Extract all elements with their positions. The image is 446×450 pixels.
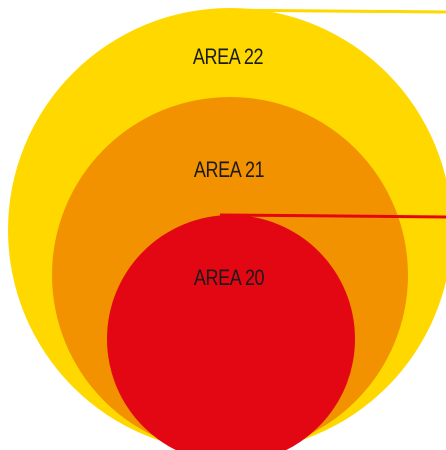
- area-22-label: AREA 22: [193, 45, 264, 69]
- area-20-label: AREA 20: [194, 266, 265, 290]
- area-21-label: AREA 21: [194, 158, 265, 182]
- area-22-leader-line: [214, 8, 446, 14]
- area-20-circle: [107, 215, 355, 450]
- area-20-leader-line: [219, 213, 446, 219]
